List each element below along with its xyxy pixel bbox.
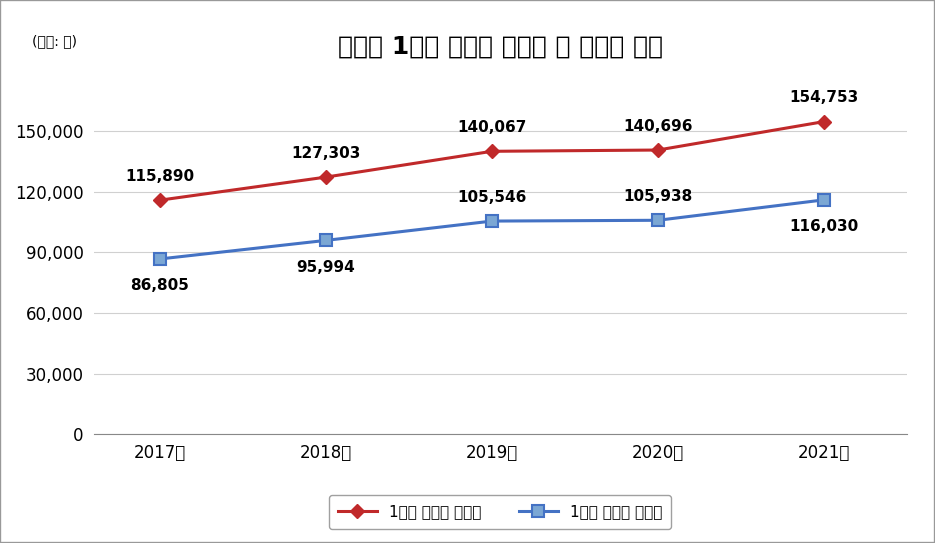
Text: 116,030: 116,030 (789, 219, 858, 234)
1인당 월평균 진료비 (486, 148, 497, 155)
Text: 140,696: 140,696 (624, 119, 693, 134)
1인당 월평균 진료비 (321, 174, 332, 180)
Text: (단위: 원): (단위: 원) (33, 34, 78, 48)
Text: 95,994: 95,994 (296, 260, 355, 275)
Text: 105,546: 105,546 (457, 190, 526, 205)
Text: 115,890: 115,890 (125, 169, 194, 184)
1인당 월평균 진료비 (818, 118, 829, 125)
1인당 월평균 급여비 (653, 217, 664, 224)
Line: 1인당 월평균 진료비: 1인당 월평균 진료비 (155, 117, 828, 205)
Text: 154,753: 154,753 (789, 91, 858, 105)
1인당 월평균 진료비 (154, 197, 165, 204)
1인당 월평균 급여비 (818, 197, 829, 203)
Text: 86,805: 86,805 (131, 278, 190, 293)
Title: 연도별 1인당 월평균 진료비 및 급여비 추이: 연도별 1인당 월평균 진료비 및 급여비 추이 (338, 35, 663, 59)
1인당 월평균 급여비 (154, 256, 165, 262)
1인당 월평균 급여비 (486, 218, 497, 224)
1인당 월평균 급여비 (321, 237, 332, 244)
Text: 105,938: 105,938 (624, 189, 693, 204)
Text: 127,303: 127,303 (291, 146, 361, 161)
Text: 140,067: 140,067 (457, 120, 526, 135)
Line: 1인당 월평균 급여비: 1인당 월평균 급여비 (154, 194, 829, 264)
Legend: 1인당 월평균 진료비, 1인당 월평균 급여비: 1인당 월평균 진료비, 1인당 월평균 급여비 (329, 495, 671, 529)
1인당 월평균 진료비 (653, 147, 664, 153)
